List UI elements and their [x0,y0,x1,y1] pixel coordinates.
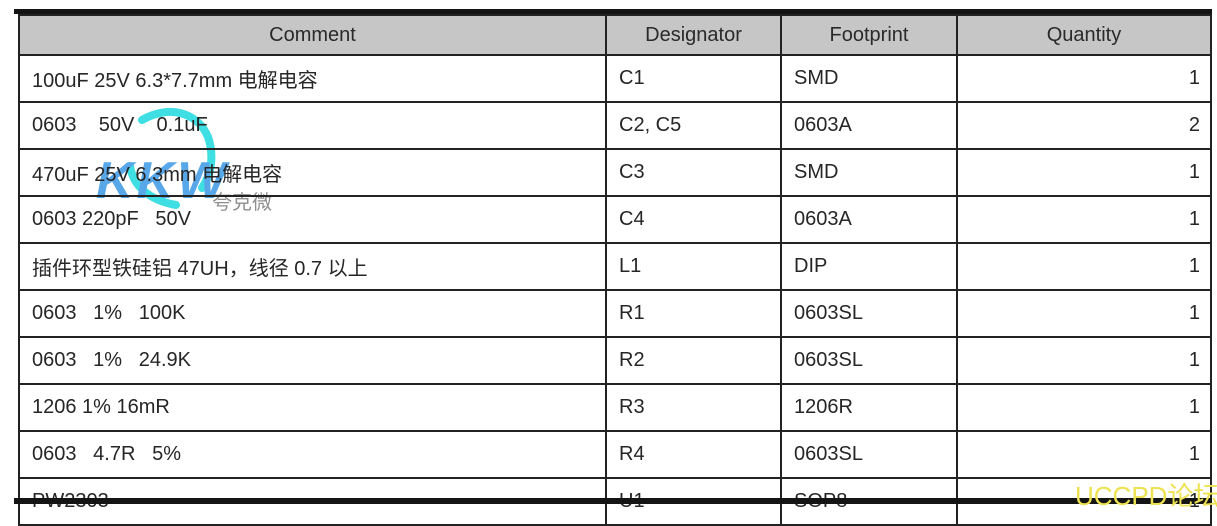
cell-comment: 0603 1% 24.9K [18,336,607,385]
cell-footprint: 0603SL [780,430,958,479]
cell-comment: 1206 1% 16mR [18,383,607,432]
cell-footprint: 0603A [780,195,958,244]
table-row: 470uF 25V 6.3mm 电解电容 C3 SMD 1 [18,148,1212,197]
cell-comment: 0603 4.7R 5% [18,430,607,479]
cell-comment: 470uF 25V 6.3mm 电解电容 [18,148,607,197]
cell-quantity: 1 [956,148,1212,197]
cell-footprint: 0603SL [780,336,958,385]
cell-comment: 0603 50V 0.1uF [18,101,607,150]
cell-comment: 0603 220pF 50V [18,195,607,244]
cell-quantity: 1 [956,430,1212,479]
cell-quantity: 1 [956,54,1212,103]
cell-footprint: DIP [780,242,958,291]
cell-footprint: 0603A [780,101,958,150]
bom-table: Comment Designator Footprint Quantity 10… [18,14,1212,526]
cell-footprint: 0603SL [780,289,958,338]
table-row: 0603 1% 24.9K R2 0603SL 1 [18,336,1212,385]
table-row: 插件环型铁硅铝 47UH，线径 0.7 以上 L1 DIP 1 [18,242,1212,291]
cell-quantity: 1 [956,195,1212,244]
cell-designator: C4 [605,195,782,244]
cell-designator: L1 [605,242,782,291]
top-thick-rule [14,9,1212,14]
cell-designator: R1 [605,289,782,338]
cell-comment: 0603 1% 100K [18,289,607,338]
cell-quantity: 1 [956,383,1212,432]
cell-designator: C3 [605,148,782,197]
table-row: 100uF 25V 6.3*7.7mm 电解电容 C1 SMD 1 [18,54,1212,103]
cell-designator: R2 [605,336,782,385]
column-header-designator: Designator [605,14,782,56]
table-row: 0603 50V 0.1uF C2, C5 0603A 2 [18,101,1212,150]
table-row: 0603 220pF 50V C4 0603A 1 [18,195,1212,244]
table-row: 0603 1% 100K R1 0603SL 1 [18,289,1212,338]
cell-footprint: SMD [780,54,958,103]
cell-designator: C1 [605,54,782,103]
column-header-quantity: Quantity [956,14,1212,56]
cell-quantity: 1 [956,242,1212,291]
cell-comment: 插件环型铁硅铝 47UH，线径 0.7 以上 [18,242,607,291]
cell-quantity: 1 [956,336,1212,385]
cell-designator: R3 [605,383,782,432]
column-header-footprint: Footprint [780,14,958,56]
cell-designator: R4 [605,430,782,479]
table-row: 1206 1% 16mR R3 1206R 1 [18,383,1212,432]
cell-comment: 100uF 25V 6.3*7.7mm 电解电容 [18,54,607,103]
cell-quantity: 1 [956,289,1212,338]
bottom-thick-rule [14,498,1212,504]
column-header-comment: Comment [18,14,607,56]
cell-quantity: 2 [956,101,1212,150]
cell-footprint: SMD [780,148,958,197]
cell-designator: C2, C5 [605,101,782,150]
cell-footprint: 1206R [780,383,958,432]
header-row: Comment Designator Footprint Quantity [18,14,1212,56]
table-row: 0603 4.7R 5% R4 0603SL 1 [18,430,1212,479]
